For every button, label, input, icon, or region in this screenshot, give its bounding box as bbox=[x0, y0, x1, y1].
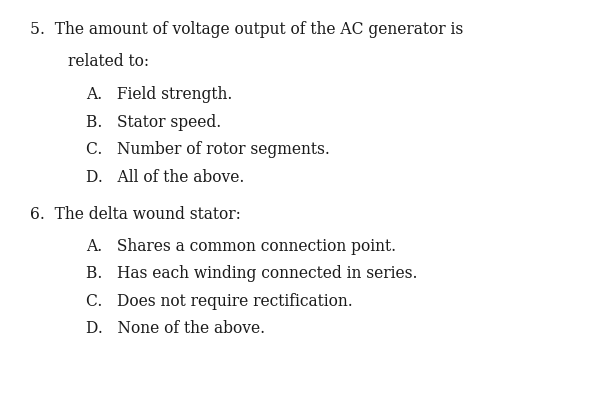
Text: D.   None of the above.: D. None of the above. bbox=[86, 320, 265, 338]
Text: D.   All of the above.: D. All of the above. bbox=[86, 169, 244, 186]
Text: B.   Has each winding connected in series.: B. Has each winding connected in series. bbox=[86, 265, 417, 282]
Text: A.   Field strength.: A. Field strength. bbox=[86, 86, 232, 103]
Text: C.   Number of rotor segments.: C. Number of rotor segments. bbox=[86, 141, 330, 158]
Text: C.   Does not require rectification.: C. Does not require rectification. bbox=[86, 293, 353, 310]
Text: A.   Shares a common connection point.: A. Shares a common connection point. bbox=[86, 238, 396, 255]
Text: B.   Stator speed.: B. Stator speed. bbox=[86, 113, 221, 131]
Text: 5.  The amount of voltage output of the AC generator is: 5. The amount of voltage output of the A… bbox=[30, 21, 463, 38]
Text: 6.  The delta wound stator:: 6. The delta wound stator: bbox=[30, 206, 241, 223]
Text: related to:: related to: bbox=[68, 52, 149, 70]
